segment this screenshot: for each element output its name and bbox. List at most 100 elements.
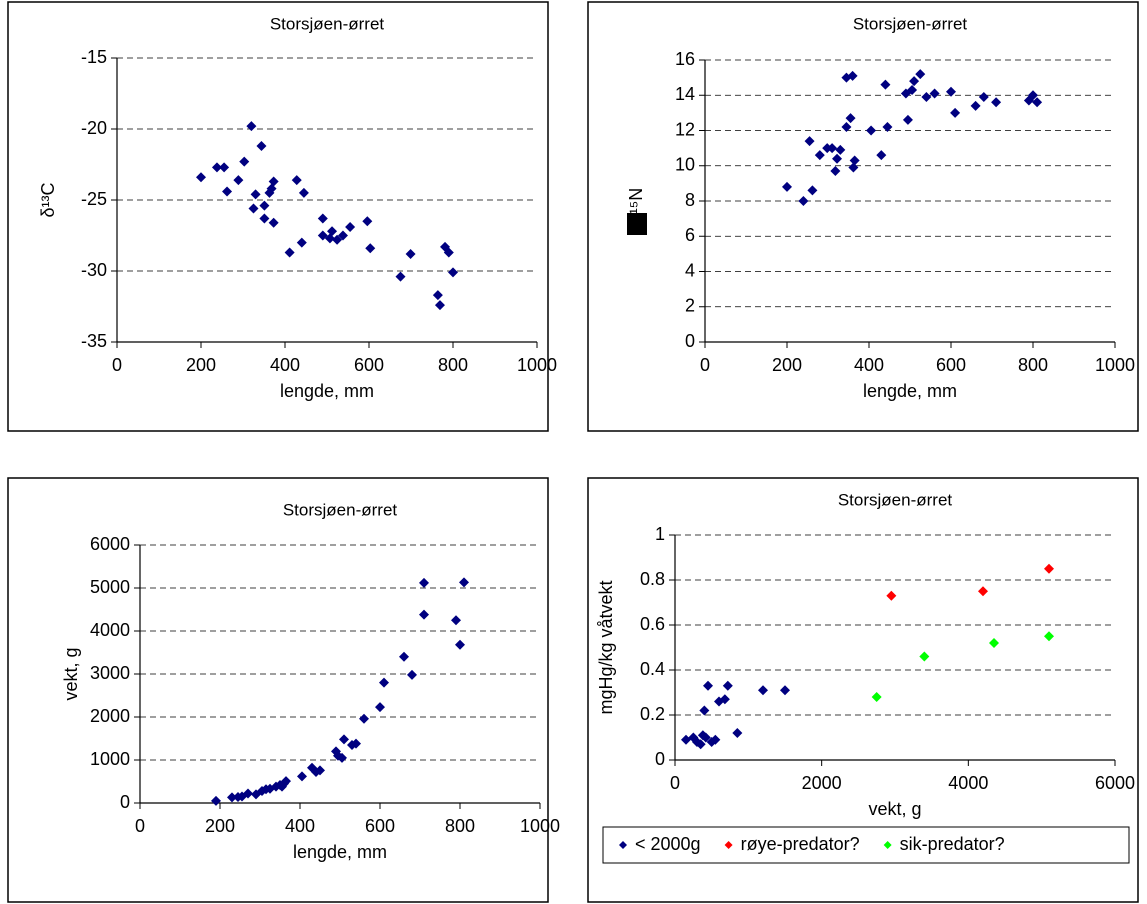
y-tick-label: 8 — [685, 190, 695, 210]
legend-marker — [619, 841, 627, 849]
data-point — [876, 150, 887, 161]
data-point — [871, 692, 882, 702]
data-point — [991, 97, 1002, 108]
y-tick-label: 0 — [685, 331, 695, 351]
y-axis-label: mgHg/kg våtvekt — [596, 580, 616, 714]
x-tick-label: 1000 — [1095, 355, 1135, 375]
data-point — [978, 92, 989, 103]
x-tick-label: 0 — [135, 816, 145, 836]
data-point — [345, 221, 356, 232]
y-tick-label: 1 — [655, 524, 665, 544]
data-point — [804, 136, 815, 147]
y-tick-label: 0 — [655, 749, 665, 769]
y-tick-label: 0.8 — [640, 569, 665, 589]
data-point — [841, 121, 852, 132]
x-tick-label: 0 — [670, 773, 680, 793]
data-point — [849, 155, 860, 166]
y-tick-label: 6 — [685, 225, 695, 245]
y-axis-label: ¹⁵N — [626, 188, 646, 214]
x-tick-label: 200 — [772, 355, 802, 375]
data-point — [281, 776, 291, 787]
panel-frame — [7, 477, 549, 903]
data-point — [196, 172, 206, 183]
data-point — [758, 685, 768, 696]
y-tick-label: -30 — [81, 260, 107, 280]
y-tick-label: 5000 — [90, 577, 130, 597]
data-point — [337, 230, 348, 241]
data-point — [847, 70, 858, 81]
data-point — [699, 705, 710, 716]
data-point — [297, 771, 307, 782]
data-point — [1044, 563, 1054, 574]
data-point — [327, 226, 338, 237]
y-tick-label: 0.2 — [640, 704, 665, 724]
data-point — [780, 685, 790, 696]
x-tick-label: 400 — [854, 355, 884, 375]
data-point — [359, 713, 369, 724]
legend-label: røye-predator? — [741, 834, 860, 854]
data-point — [219, 162, 230, 173]
data-point — [710, 734, 721, 745]
x-tick-label: 1000 — [517, 355, 557, 375]
legend-label: sik-predator? — [900, 834, 1005, 854]
data-point — [451, 615, 461, 626]
x-tick-label: 4000 — [948, 773, 988, 793]
data-point — [315, 765, 325, 776]
data-point — [700, 732, 711, 743]
y-tick-label: 12 — [675, 119, 695, 139]
y-tick-label: 2 — [685, 296, 695, 316]
chart-title: Storsjøen-ørret — [270, 14, 385, 33]
data-point — [259, 200, 270, 211]
y-tick-label: 16 — [675, 49, 695, 69]
data-point — [919, 651, 930, 662]
data-point — [362, 216, 373, 227]
data-point — [250, 189, 261, 200]
x-tick-label: 800 — [1018, 355, 1048, 375]
data-point — [845, 113, 856, 124]
data-point — [1028, 90, 1038, 101]
data-point — [405, 248, 416, 259]
data-point — [970, 100, 981, 111]
data-point — [830, 166, 841, 177]
data-point — [1032, 97, 1043, 108]
data-point — [395, 271, 406, 282]
data-point — [399, 651, 409, 662]
data-point — [259, 213, 270, 224]
data-point — [298, 187, 309, 198]
data-point — [1044, 631, 1054, 642]
y-tick-label: -25 — [81, 189, 107, 209]
data-point — [339, 734, 349, 745]
data-point — [732, 728, 743, 738]
x-axis-label: lengde, mm — [280, 381, 374, 401]
y-tick-label: 4 — [685, 260, 695, 280]
data-point — [798, 196, 809, 206]
data-point — [239, 156, 250, 167]
data-point — [448, 267, 458, 278]
data-point — [835, 144, 846, 155]
x-tick-label: 200 — [205, 816, 235, 836]
x-axis-label: lengde, mm — [863, 381, 957, 401]
label-blot — [627, 213, 647, 235]
data-point — [233, 175, 244, 186]
data-point — [351, 738, 361, 749]
data-point — [296, 237, 307, 248]
data-point — [827, 143, 838, 154]
data-point — [866, 125, 877, 136]
data-point — [227, 792, 237, 803]
legend-marker — [724, 841, 733, 849]
data-point — [407, 669, 417, 680]
y-tick-label: 0 — [120, 792, 130, 812]
y-tick-label: 2000 — [90, 706, 130, 726]
data-point — [419, 577, 429, 588]
y-axis-label: δ¹³C — [38, 182, 58, 217]
data-point — [432, 290, 443, 301]
data-point — [902, 114, 913, 125]
data-point — [909, 76, 920, 87]
data-point — [268, 217, 279, 228]
x-tick-label: 800 — [438, 355, 468, 375]
y-tick-label: 3000 — [90, 663, 130, 683]
y-tick-label: 6000 — [90, 534, 130, 554]
data-point — [848, 162, 859, 173]
data-point — [915, 69, 926, 80]
